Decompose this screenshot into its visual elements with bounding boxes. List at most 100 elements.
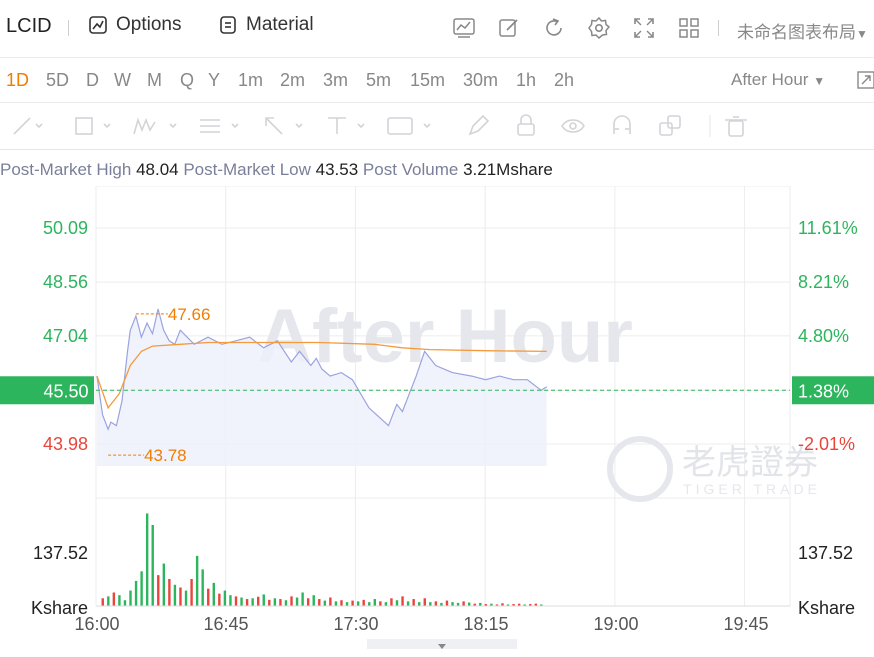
fullscreen-icon[interactable] [632, 16, 656, 40]
high-value: 48.04 [136, 160, 179, 179]
magnet-icon[interactable] [613, 115, 631, 134]
period-tab-5d[interactable]: 5D [46, 70, 70, 90]
y-left-tick: 48.56 [43, 272, 88, 292]
period-tab-30m[interactable]: 30m [463, 70, 499, 90]
y-right-tick: 4.80% [798, 326, 849, 346]
options-label: Options [116, 14, 182, 35]
wave-tool-icon[interactable] [133, 117, 177, 135]
volume-bar [273, 598, 277, 606]
period-tab-w[interactable]: W [114, 70, 131, 90]
volume-bar [334, 601, 338, 606]
refresh-icon[interactable] [542, 16, 566, 40]
drawing-tools [13, 114, 747, 137]
caret-down-icon [438, 644, 446, 649]
chart-line-icon[interactable] [452, 16, 476, 40]
volume-bar [107, 596, 110, 606]
volume-bar [151, 525, 154, 606]
rect-tool-icon[interactable] [75, 117, 111, 135]
volume-bar [262, 594, 265, 606]
volume-bar [101, 598, 104, 606]
volume-bar [284, 600, 288, 606]
volume-bar [484, 604, 488, 606]
current-price-badge [0, 376, 94, 405]
period-tab-q[interactable]: Q [180, 70, 195, 90]
y-left-tick: 43.98 [43, 434, 88, 454]
post-market-stats: Post-Market High 48.04 Post-Market Low 4… [0, 160, 553, 180]
fib-tool-icon[interactable] [200, 119, 239, 133]
x-axis-tick: 18:15 [463, 614, 508, 634]
volume-bar [234, 596, 238, 606]
volume-bar [168, 579, 171, 606]
arrow-tool-icon[interactable] [265, 117, 303, 135]
symbol-label[interactable]: LCID [6, 15, 52, 37]
volume-bar [479, 602, 482, 606]
volume-bar [373, 599, 376, 606]
volume-bar [145, 513, 149, 606]
price-area-fill [97, 309, 547, 466]
period-tab-2m[interactable]: 2m [280, 70, 306, 90]
period-tab-m[interactable]: M [147, 70, 162, 90]
volume-bar [390, 598, 393, 606]
volume-left-tick: 137.52 [33, 543, 88, 563]
volume-bar [218, 593, 221, 606]
volume-bar [212, 582, 215, 606]
layers-icon[interactable] [659, 115, 681, 136]
volume-right-unit: Kshare [798, 598, 855, 618]
volume-bar [351, 600, 354, 606]
layout-selector[interactable]: 未命名图表布局▼ [737, 18, 868, 43]
expand-icon[interactable] [856, 70, 874, 90]
volume-bar [362, 599, 365, 606]
trash-icon[interactable] [725, 116, 747, 137]
eye-icon[interactable] [561, 119, 585, 133]
period-tab-y[interactable]: Y [208, 70, 221, 90]
period-tab-3m[interactable]: 3m [323, 70, 349, 90]
volume-bar [529, 604, 532, 606]
volume-bar [312, 595, 315, 606]
volume-bar [118, 595, 121, 606]
volume-bar [512, 604, 515, 606]
period-tab-15m[interactable]: 15m [410, 70, 446, 90]
volume-bar [157, 575, 160, 606]
current-change-badge [792, 376, 874, 405]
top-toolbar: LCID Options Material 未命名图表布局▼ [0, 0, 874, 58]
period-tab-1h[interactable]: 1h [516, 70, 537, 90]
volume-right-tick: 137.52 [798, 543, 853, 563]
volume-bar [279, 599, 282, 606]
volume-bar [451, 602, 454, 606]
volume-bar [140, 571, 143, 606]
x-axis-tick: 19:00 [593, 614, 638, 634]
divider [718, 20, 719, 36]
volume-bar [540, 604, 543, 606]
price-tool-icon[interactable] [387, 117, 431, 135]
gear-icon[interactable] [587, 16, 611, 40]
volume-bar [534, 603, 538, 606]
volume-bar [173, 584, 177, 606]
period-tab-1m[interactable]: 1m [238, 70, 264, 90]
volume-value: 3.21Mshare [463, 160, 553, 179]
volume-bar [245, 599, 249, 606]
text-tool-icon[interactable] [328, 117, 365, 134]
volume-bar [301, 592, 304, 606]
period-tab-1d[interactable]: 1D [6, 70, 30, 90]
pen-icon[interactable] [468, 114, 490, 136]
lock-icon[interactable] [517, 114, 535, 136]
session-selector[interactable]: After Hour ▼ [731, 70, 825, 90]
current-price-label: 45.50 [43, 381, 88, 401]
volume-bar [429, 602, 432, 606]
volume-bar [340, 600, 343, 606]
y-right-tick: 8.21% [798, 272, 849, 292]
grid-icon[interactable] [677, 16, 701, 40]
low-annotation: 43.78 [144, 446, 187, 465]
material-button[interactable]: Material [218, 14, 314, 36]
period-tab-d[interactable]: D [86, 70, 99, 90]
edit-icon[interactable] [497, 16, 521, 40]
line-tool-icon[interactable] [13, 117, 43, 135]
options-chart-icon [89, 16, 107, 34]
x-axis-tick: 17:30 [333, 614, 378, 634]
period-tab-2h[interactable]: 2h [554, 70, 575, 90]
period-tab-5m[interactable]: 5m [366, 70, 392, 90]
volume-bar [395, 600, 399, 606]
options-button[interactable]: Options [88, 14, 181, 36]
panel-toggle[interactable] [367, 639, 517, 649]
